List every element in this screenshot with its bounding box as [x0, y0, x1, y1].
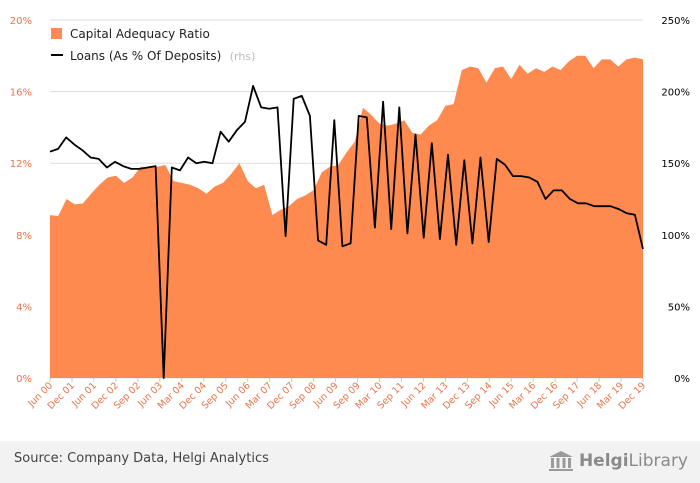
- right-tick-label: 250%: [661, 16, 690, 27]
- footer: Source: Company Data, Helgi Analytics He…: [0, 441, 700, 483]
- right-tick-label: 150%: [661, 159, 690, 170]
- left-tick-label: 12%: [10, 159, 32, 170]
- library-building-icon: [548, 451, 573, 471]
- capital-adequacy-area: [50, 55, 643, 379]
- loans-deposits-line: [49, 85, 644, 379]
- logo-text: HelgiLibrary: [578, 451, 688, 471]
- left-tick-label: 0%: [16, 374, 32, 385]
- legend-swatch-capital-adequacy: [51, 28, 62, 39]
- left-tick-label: 16%: [10, 88, 32, 99]
- combo-chart: 0% 4% 8% 12% 16% 20% 0% 50% 100% 150% 200% 250% Ju…: [10, 16, 690, 412]
- left-tick-label: 8%: [16, 231, 32, 242]
- source-text: Source: Company Data, Helgi Analytics: [14, 451, 269, 466]
- right-tick-label: 50%: [668, 302, 690, 313]
- left-tick-label: 20%: [10, 16, 32, 27]
- right-tick-label: 0%: [674, 374, 690, 385]
- right-tick-label: 100%: [661, 231, 690, 242]
- legend-label-capital-adequacy: Capital Adequacy Ratio: [70, 27, 210, 41]
- legend-label-rhs: (rhs): [230, 50, 256, 63]
- right-axis-ticks: 0% 50% 100% 150% 200% 250%: [661, 16, 690, 385]
- left-tick-label: 4%: [16, 302, 32, 313]
- helgi-library-logo[interactable]: HelgiLibrary: [548, 447, 688, 475]
- legend-label-loans-group: Loans (As % Of Deposits) (rhs): [70, 47, 255, 64]
- legend-label-loans: Loans (As % Of Deposits): [70, 49, 221, 63]
- right-tick-label: 200%: [661, 88, 690, 99]
- legend: Capital Adequacy Ratio Loans (As % Of De…: [51, 27, 255, 64]
- left-axis-ticks: 0% 4% 8% 12% 16% 20%: [10, 16, 32, 385]
